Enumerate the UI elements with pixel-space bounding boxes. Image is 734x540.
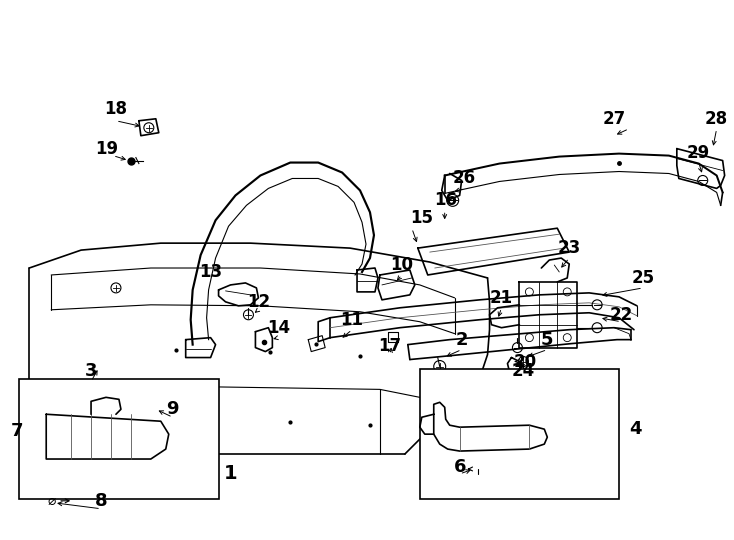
- Text: 4: 4: [629, 420, 642, 438]
- Text: 10: 10: [390, 256, 413, 274]
- Text: 28: 28: [705, 110, 728, 128]
- Bar: [19, 380, 219, 499]
- Bar: [420, 369, 619, 499]
- Text: 11: 11: [341, 310, 363, 329]
- Text: 14: 14: [266, 319, 290, 337]
- Text: 27: 27: [603, 110, 625, 128]
- Text: 26: 26: [453, 170, 476, 187]
- Text: 21: 21: [490, 289, 513, 307]
- Text: 18: 18: [104, 100, 128, 118]
- Text: 1: 1: [224, 464, 237, 483]
- Text: 6: 6: [454, 458, 466, 476]
- Text: 29: 29: [687, 144, 711, 161]
- Text: 20: 20: [514, 353, 537, 370]
- Text: 17: 17: [378, 336, 401, 355]
- Text: 15: 15: [410, 210, 433, 227]
- Text: 12: 12: [247, 293, 270, 311]
- Text: 9: 9: [167, 400, 179, 418]
- Text: ⌀: ⌀: [47, 494, 55, 508]
- Text: 24: 24: [512, 362, 535, 381]
- Text: 22: 22: [609, 306, 633, 324]
- Text: 2: 2: [455, 330, 468, 349]
- Text: 23: 23: [558, 239, 581, 257]
- Text: 7: 7: [11, 422, 23, 440]
- Text: 19: 19: [95, 140, 119, 158]
- Text: 5: 5: [541, 330, 553, 349]
- Text: 3: 3: [85, 362, 98, 381]
- Text: 16: 16: [435, 191, 457, 210]
- Text: 25: 25: [631, 269, 655, 287]
- Text: 8: 8: [95, 492, 107, 510]
- Text: 13: 13: [199, 263, 222, 281]
